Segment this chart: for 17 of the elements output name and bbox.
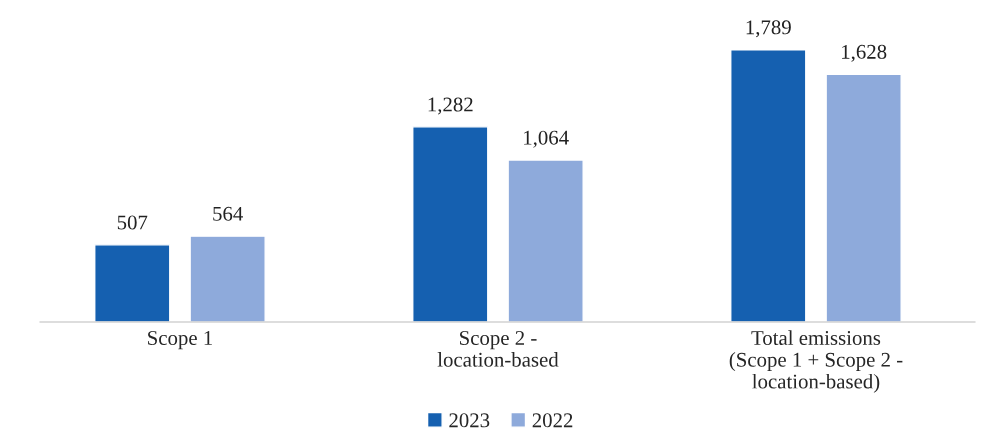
legend-label: 2023	[449, 413, 490, 428]
bar	[189, 235, 266, 322]
data-label: 1,282	[428, 97, 473, 115]
legend-label: 2022	[532, 413, 573, 428]
data-label: 1,628	[842, 44, 887, 62]
bar	[412, 126, 489, 322]
data-label: 564	[213, 206, 243, 221]
data-label: 507	[117, 215, 148, 230]
x-tick-label: Scope 2 - location-based	[437, 330, 559, 367]
x-tick-label: Scope 1	[148, 330, 212, 350]
x-tick-label: Total emissions (Scope 1 + Scope 2 - location-based)	[729, 330, 903, 393]
data-label: 1,064	[524, 130, 569, 148]
bar	[825, 73, 902, 322]
data-label: 1,789	[746, 20, 791, 38]
bar	[507, 159, 584, 322]
bar	[730, 48, 807, 322]
bar	[94, 244, 171, 322]
